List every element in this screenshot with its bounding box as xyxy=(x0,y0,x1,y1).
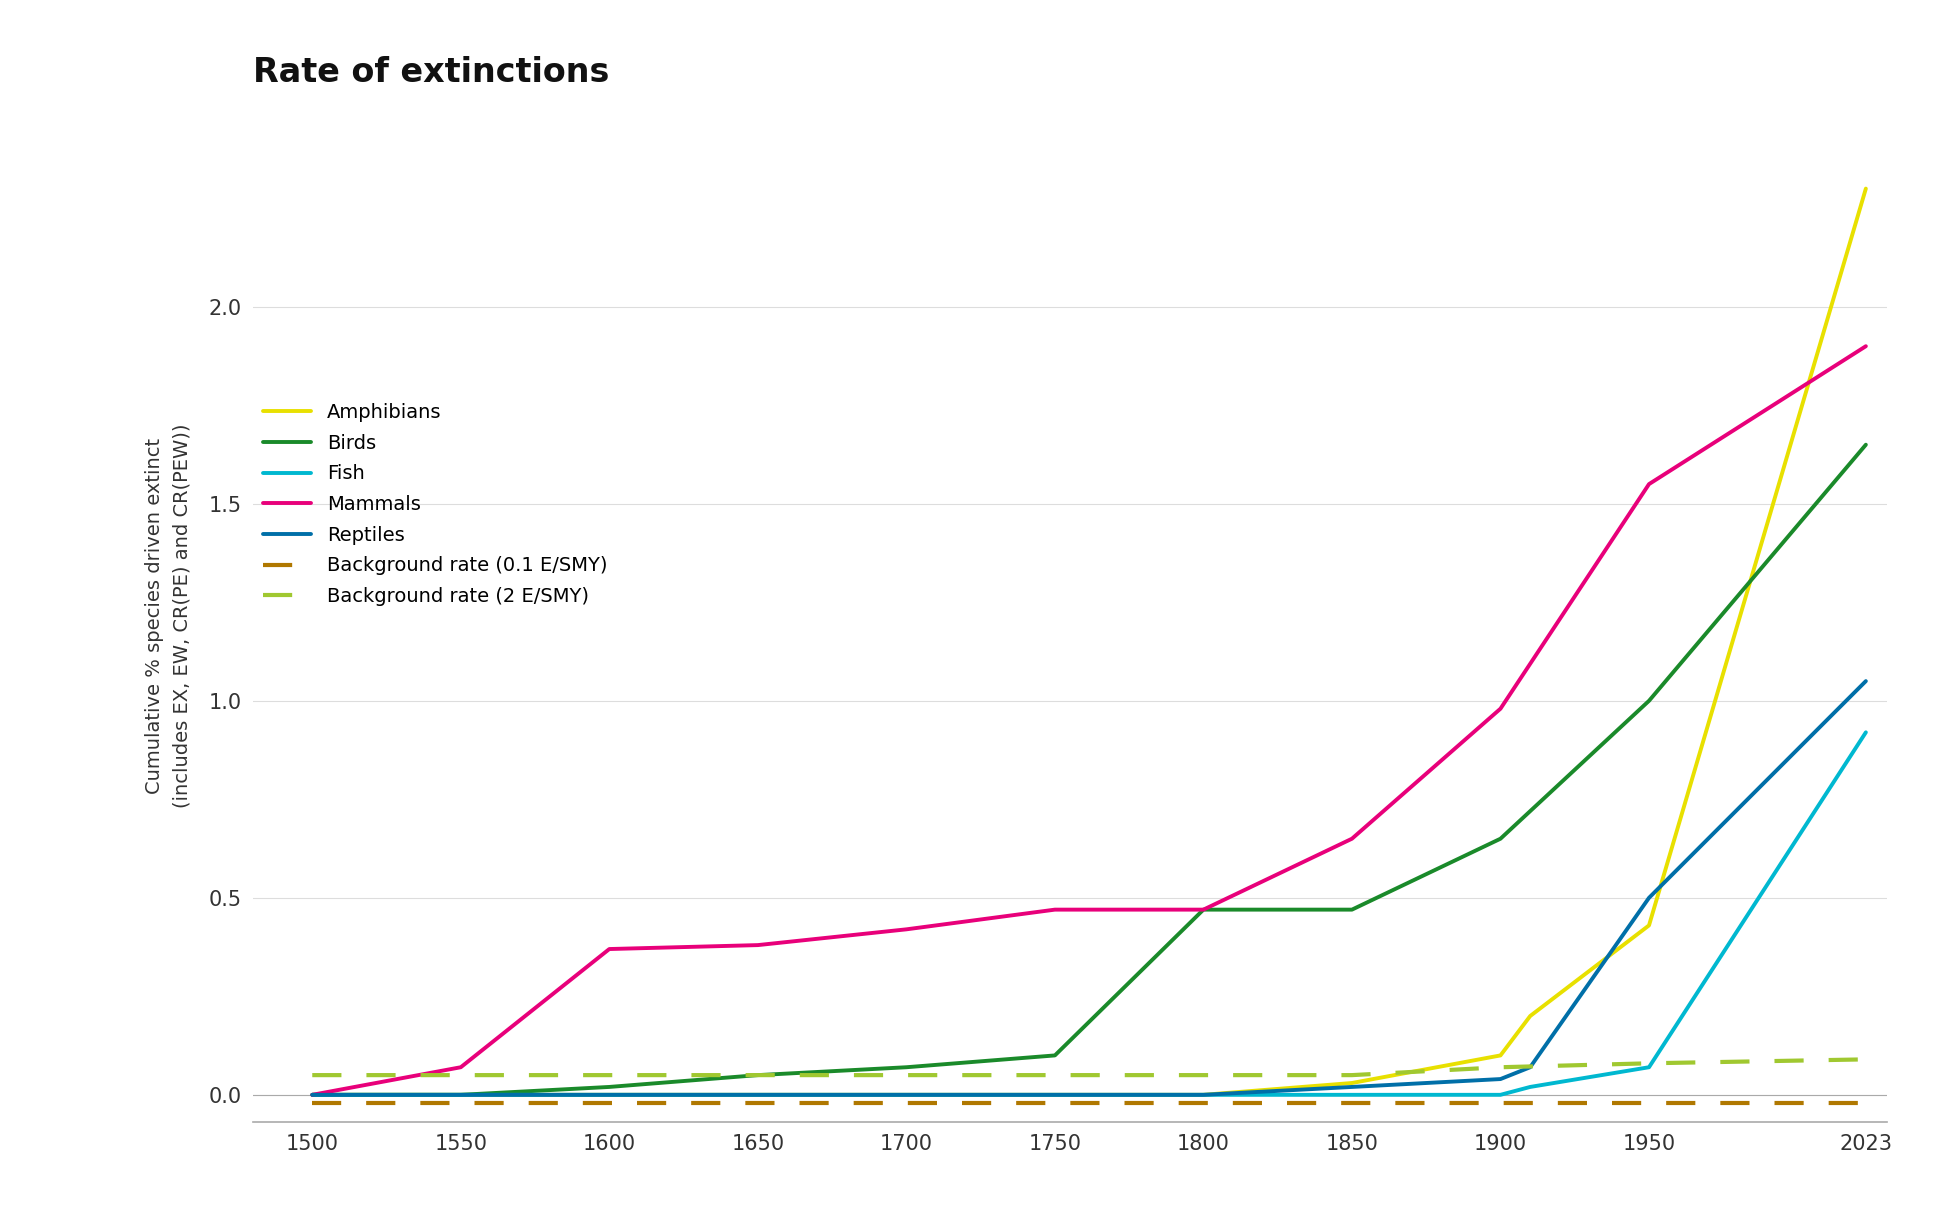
Amphibians xyxy=(449,1087,473,1102)
Background rate (0.1 E/SMY) xyxy=(747,1096,770,1110)
Mammals xyxy=(1340,831,1363,845)
Mammals xyxy=(597,942,620,956)
Amphibians xyxy=(1043,1087,1066,1102)
Mammals xyxy=(895,922,918,937)
Mammals xyxy=(449,1060,473,1075)
Birds xyxy=(301,1087,325,1102)
Mammals xyxy=(1043,903,1066,917)
Reptiles xyxy=(301,1087,325,1102)
Fish xyxy=(1340,1087,1363,1102)
Background rate (2 E/SMY) xyxy=(597,1068,620,1082)
Mammals xyxy=(747,938,770,953)
Background rate (0.1 E/SMY) xyxy=(1043,1096,1066,1110)
Birds xyxy=(895,1060,918,1075)
Background rate (2 E/SMY) xyxy=(895,1068,918,1082)
Background rate (2 E/SMY) xyxy=(1638,1057,1661,1071)
Background rate (2 E/SMY) xyxy=(1192,1068,1216,1082)
Text: Rate of extinctions: Rate of extinctions xyxy=(253,56,609,89)
Background rate (0.1 E/SMY) xyxy=(895,1096,918,1110)
Mammals xyxy=(1854,339,1877,354)
Mammals xyxy=(1192,903,1216,917)
Background rate (0.1 E/SMY) xyxy=(1340,1096,1363,1110)
Mammals xyxy=(1638,477,1661,492)
Birds xyxy=(1043,1048,1066,1063)
Birds xyxy=(1854,438,1877,453)
Fish xyxy=(1192,1087,1216,1102)
Amphibians xyxy=(1854,182,1877,196)
Amphibians xyxy=(747,1087,770,1102)
Line: Background rate (2 E/SMY): Background rate (2 E/SMY) xyxy=(313,1059,1865,1075)
Amphibians xyxy=(1488,1048,1511,1063)
Birds xyxy=(1488,831,1511,845)
Amphibians xyxy=(895,1087,918,1102)
Birds xyxy=(1340,903,1363,917)
Amphibians xyxy=(1638,919,1661,933)
Mammals xyxy=(1488,702,1511,716)
Amphibians xyxy=(1519,1009,1542,1024)
Background rate (0.1 E/SMY) xyxy=(449,1096,473,1110)
Background rate (2 E/SMY) xyxy=(1488,1060,1511,1075)
Reptiles xyxy=(1192,1087,1216,1102)
Line: Reptiles: Reptiles xyxy=(313,681,1865,1094)
Background rate (0.1 E/SMY) xyxy=(301,1096,325,1110)
Line: Birds: Birds xyxy=(313,445,1865,1094)
Line: Mammals: Mammals xyxy=(313,346,1865,1094)
Background rate (0.1 E/SMY) xyxy=(597,1096,620,1110)
Legend: Amphibians, Birds, Fish, Mammals, Reptiles, Background rate (0.1 E/SMY), Backgro: Amphibians, Birds, Fish, Mammals, Reptil… xyxy=(263,403,607,606)
Background rate (0.1 E/SMY) xyxy=(1638,1096,1661,1110)
Background rate (2 E/SMY) xyxy=(1340,1068,1363,1082)
Background rate (0.1 E/SMY) xyxy=(1854,1096,1877,1110)
Background rate (2 E/SMY) xyxy=(1854,1052,1877,1066)
Reptiles xyxy=(1488,1071,1511,1086)
Fish xyxy=(1519,1080,1542,1094)
Reptiles xyxy=(1854,673,1877,688)
Amphibians xyxy=(597,1087,620,1102)
Line: Fish: Fish xyxy=(313,732,1865,1094)
Amphibians xyxy=(1340,1076,1363,1091)
Amphibians xyxy=(1192,1087,1216,1102)
Y-axis label: Cumulative % species driven extinct
(includes EX, EW, CR(PE) and CR(PEW)): Cumulative % species driven extinct (inc… xyxy=(146,423,193,809)
Reptiles xyxy=(1340,1080,1363,1094)
Line: Amphibians: Amphibians xyxy=(313,189,1865,1094)
Fish xyxy=(301,1087,325,1102)
Fish xyxy=(1638,1060,1661,1075)
Background rate (2 E/SMY) xyxy=(747,1068,770,1082)
Reptiles xyxy=(1638,891,1661,905)
Background rate (2 E/SMY) xyxy=(1043,1068,1066,1082)
Background rate (2 E/SMY) xyxy=(449,1068,473,1082)
Reptiles xyxy=(1519,1060,1542,1075)
Mammals xyxy=(301,1087,325,1102)
Birds xyxy=(597,1080,620,1094)
Birds xyxy=(1192,903,1216,917)
Fish xyxy=(1488,1087,1511,1102)
Amphibians xyxy=(301,1087,325,1102)
Background rate (0.1 E/SMY) xyxy=(1192,1096,1216,1110)
Birds xyxy=(1638,693,1661,708)
Birds xyxy=(747,1068,770,1082)
Fish xyxy=(1854,725,1877,739)
Background rate (2 E/SMY) xyxy=(301,1068,325,1082)
Birds xyxy=(449,1087,473,1102)
Background rate (0.1 E/SMY) xyxy=(1488,1096,1511,1110)
